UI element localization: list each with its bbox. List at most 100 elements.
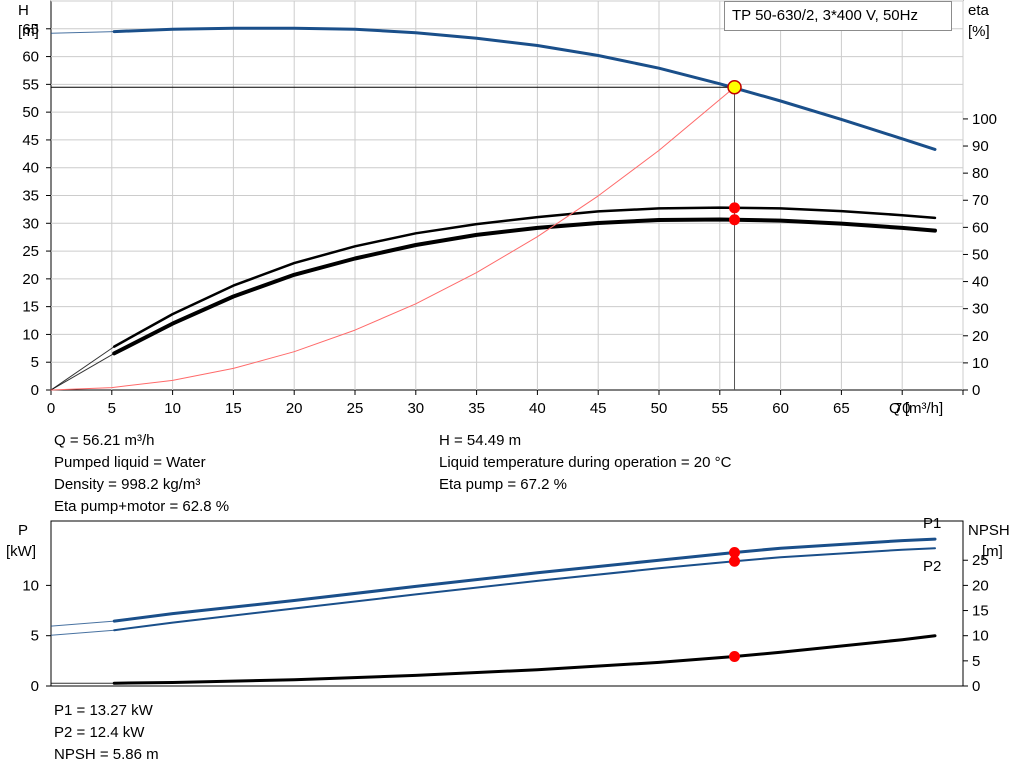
y-right-tick-label: 60 xyxy=(972,219,989,236)
y-right-tick-label: 70 xyxy=(972,192,989,209)
npsh-readout: NPSH = 5.86 m xyxy=(54,746,159,763)
eta-total-marker xyxy=(729,214,741,226)
y-left-tick-label: 55 xyxy=(22,76,39,93)
upper-markers xyxy=(51,79,742,390)
x-tick-label: 50 xyxy=(651,400,668,417)
upper-series xyxy=(50,26,937,391)
density-readout: Density = 998.2 kg/m³ xyxy=(54,476,201,493)
chart-title: TP 50-630/2, 3*400 V, 50Hz xyxy=(724,1,952,31)
y-right-tick-label: 20 xyxy=(972,328,989,345)
y-left-tick-label: 30 xyxy=(22,215,39,232)
y-left-tick-label: 65 xyxy=(22,21,39,38)
x-tick-label: 20 xyxy=(286,400,303,417)
flow-readout: Q = 56.21 m³/h xyxy=(54,432,155,449)
x-tick-label: 25 xyxy=(347,400,364,417)
eta-total-curve xyxy=(112,217,937,356)
y-left-tick-label: 0 xyxy=(31,382,39,399)
p2-marker xyxy=(729,555,741,567)
P1-series-label: P1 xyxy=(923,515,941,532)
p2-readout: P2 = 12.4 kW xyxy=(54,724,145,741)
y-left-tick-label: 25 xyxy=(22,243,39,260)
upper-plot: 0 5 10 15 20 25 30 35 40 45 50 55 60 65 70Q [m³/h]0510… xyxy=(18,0,997,417)
p-axis-unit: [kW] xyxy=(6,543,36,560)
p-tick-label: 10 xyxy=(22,577,39,594)
y-left-tick-label: 10 xyxy=(22,326,39,343)
x-tick-label: 15 xyxy=(225,400,242,417)
y-right-tick-label: 0 xyxy=(972,382,980,399)
x-tick-label: 5 xyxy=(108,400,116,417)
eta-pump-extension-line xyxy=(50,346,115,391)
npsh-tick-label: 15 xyxy=(972,603,989,620)
P1-curve xyxy=(112,537,937,623)
upper-grid xyxy=(51,0,964,390)
p1-readout: P1 = 13.27 kW xyxy=(54,702,153,719)
npsh-axis-label: NPSH xyxy=(968,522,1010,539)
P2-curve xyxy=(113,547,936,632)
x-tick-label: 55 xyxy=(711,400,728,417)
lower-axes: 0 5 10 P [kW] 0 5 10 15 20 25 NPSH [m] xyxy=(6,522,1010,695)
y-right-tick-label: 90 xyxy=(972,138,989,155)
eta-total-extension-line xyxy=(50,352,115,391)
npsh-tick-label: 0 xyxy=(972,678,980,695)
eta-pump-curve xyxy=(112,206,937,348)
P2-series-label: P2 xyxy=(923,558,941,575)
y-left-tick-label: 5 xyxy=(31,354,39,371)
y-right-tick-label: 50 xyxy=(972,246,989,263)
info-top-left: Q = 56.21 m³/h Pumped liquid = Water Den… xyxy=(54,430,229,518)
head-curve xyxy=(112,26,937,151)
y-left-axis-unit: [m] xyxy=(18,23,39,40)
info-top-right: H = 54.49 m Liquid temperature during op… xyxy=(439,430,731,496)
lower-plot: 0 5 10 P [kW] 0 5 10 15 20 25 NPSH [m] P1 P2 xyxy=(6,515,1010,695)
y-right-axis-label: eta xyxy=(968,2,990,19)
npsh-tick-label: 25 xyxy=(972,552,989,569)
y-right-tick-label: 10 xyxy=(972,355,989,372)
p-axis-label: P xyxy=(18,522,28,539)
x-tick-label: 65 xyxy=(833,400,850,417)
y-left-tick-label: 20 xyxy=(22,271,39,288)
p-tick-label: 0 xyxy=(31,678,39,695)
operating-point-marker xyxy=(727,79,742,95)
eta-pump-marker xyxy=(729,202,741,214)
NPSH-curve xyxy=(112,634,937,685)
x-tick-label: 35 xyxy=(468,400,485,417)
x-tick-label: 30 xyxy=(407,400,424,417)
x-tick-label: 0 xyxy=(47,400,55,417)
npsh-axis-unit: [m] xyxy=(982,543,1003,560)
efficiency-parabola-curve xyxy=(50,86,735,391)
y-right-tick-label: 100 xyxy=(972,111,997,128)
y-left-tick-label: 40 xyxy=(22,160,39,177)
head-extension-line xyxy=(50,31,115,34)
y-left-axis-label: H xyxy=(18,2,29,19)
x-tick-label: 70 xyxy=(894,400,911,417)
y-right-axis-unit: [%] xyxy=(968,23,990,40)
x-tick-label: 10 xyxy=(164,400,181,417)
info-bottom: P1 = 13.27 kW P2 = 12.4 kW NPSH = 5.86 m xyxy=(54,700,159,766)
liquid-readout: Pumped liquid = Water xyxy=(54,454,206,471)
p1-marker xyxy=(729,546,741,558)
P1-extension-line xyxy=(50,620,115,627)
npsh-marker xyxy=(729,651,741,663)
lower-plot-frame xyxy=(50,520,964,687)
x-tick-label: 60 xyxy=(772,400,789,417)
p-tick-label: 5 xyxy=(31,628,39,645)
temperature-readout: Liquid temperature during operation = 20… xyxy=(439,454,732,471)
lower-series: P1 P2 xyxy=(50,515,941,685)
x-tick-label: 40 xyxy=(529,400,546,417)
y-left-tick-label: 15 xyxy=(22,299,39,316)
x-axis-label: Q [m³/h] xyxy=(889,400,943,417)
y-right-tick-label: 30 xyxy=(972,301,989,318)
npsh-tick-label: 5 xyxy=(972,653,980,670)
npsh-tick-label: 10 xyxy=(972,628,989,645)
eta-pump-readout: Eta pump = 67.2 % xyxy=(439,476,567,493)
y-left-tick-label: 35 xyxy=(22,188,39,205)
upper-axes: 0 5 10 15 20 25 30 35 40 45 50 55 60 65 70Q [m³/h]0510… xyxy=(18,2,997,417)
lower-markers xyxy=(729,546,741,663)
y-left-tick-label: 50 xyxy=(22,104,39,121)
npsh-tick-label: 20 xyxy=(972,577,989,594)
P2-extension-line xyxy=(50,629,115,636)
y-left-tick-label: 60 xyxy=(22,49,39,66)
x-tick-label: 45 xyxy=(590,400,607,417)
y-right-tick-label: 40 xyxy=(972,274,989,291)
y-right-tick-label: 80 xyxy=(972,165,989,182)
